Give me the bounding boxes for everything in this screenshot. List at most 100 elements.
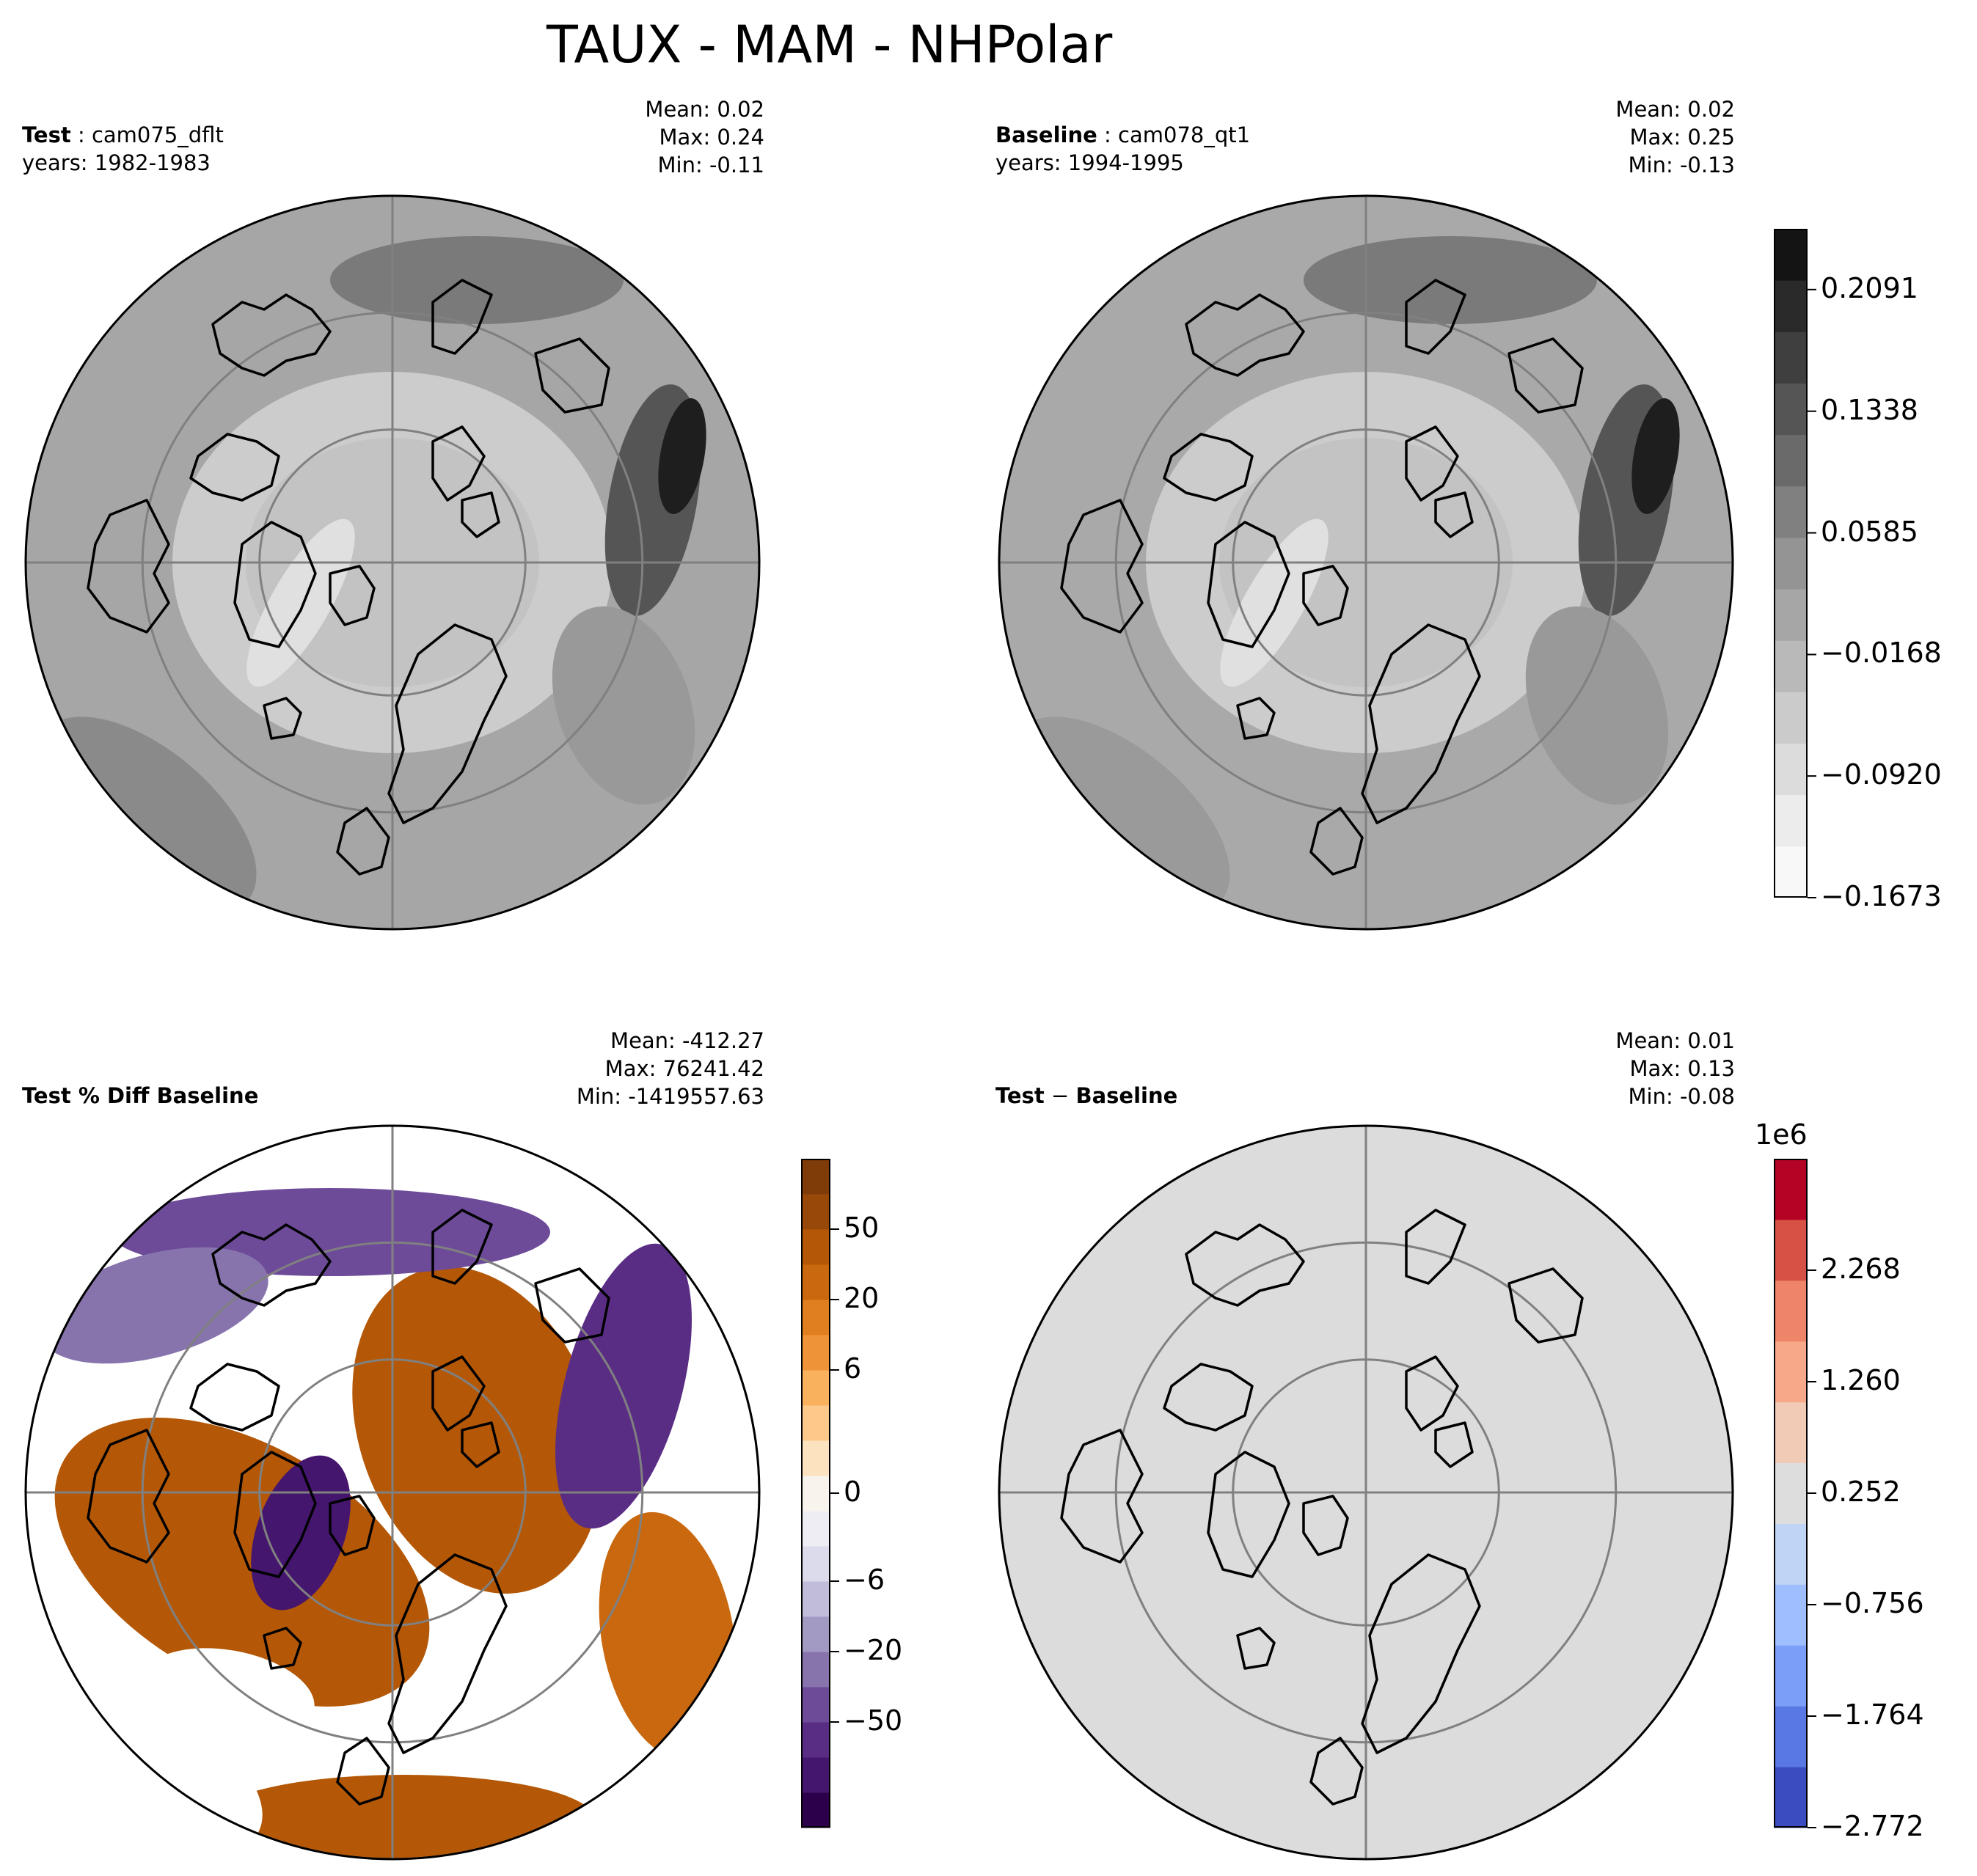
diff-colorbar-level <box>1774 1280 1808 1342</box>
baseline-years: years: 1994-1995 <box>995 150 1184 175</box>
diff-colorbar-level <box>1774 1645 1808 1707</box>
diff-colorbar-tick-label: −2.772 <box>1821 1810 1924 1842</box>
pctdiff-colorbar-level <box>801 1476 830 1512</box>
pctdiff-stats: Mean: -412.27 Max: 76241.42 Min: -141955… <box>577 1027 764 1110</box>
test-field <box>26 196 759 929</box>
test-contour-region <box>37 717 257 915</box>
diff-coastline <box>1405 1209 1466 1285</box>
shared-colorbar-tick-label: −0.0920 <box>1821 758 1942 791</box>
pctdiff-colorbar-level <box>801 1616 830 1652</box>
pctdiff-colorbar-tick-label: −20 <box>844 1634 903 1666</box>
diff-label-baseline: Baseline <box>1075 1083 1178 1108</box>
pctdiff-colorbar-level <box>801 1370 830 1406</box>
diff-coastline <box>1185 1223 1305 1307</box>
pctdiff-coastline <box>211 1223 332 1307</box>
shared-colorbar-level <box>1774 486 1808 538</box>
test-coastline <box>336 807 390 876</box>
baseline-coastline <box>1163 433 1254 502</box>
baseline-map-border <box>998 194 1734 931</box>
pctdiff-contour-region <box>140 1648 315 1740</box>
pctdiff-colorbar-tick-label: 50 <box>844 1212 880 1244</box>
pctdiff-colorbar-level <box>801 1194 830 1230</box>
diff-colorbar-level <box>1774 1159 1808 1220</box>
pctdiff-min: Min: -1419557.63 <box>576 1084 764 1109</box>
baseline-coastline <box>1185 293 1305 377</box>
pctdiff-contour-region <box>555 1243 693 1529</box>
diff-colorbar-level <box>1774 1401 1808 1464</box>
shared-colorbar-tick-label: 0.1338 <box>1821 393 1918 426</box>
baseline-min: Min: -0.13 <box>1628 153 1735 177</box>
pctdiff-colorbar-frame <box>801 1159 830 1828</box>
baseline-coastline <box>1060 499 1144 634</box>
diff-stats: Mean: 0.01 Max: 0.13 Min: -0.08 <box>1615 1027 1735 1110</box>
pctdiff-coastline <box>431 1355 486 1432</box>
test-coastline <box>263 697 302 740</box>
shared-colorbar-tick-label: −0.1673 <box>1821 880 1942 912</box>
shared-colorbar-tick-label: 0.2091 <box>1821 271 1918 304</box>
shared-colorbar-level <box>1774 743 1808 796</box>
pctdiff-colorbar-level <box>801 1652 830 1688</box>
test-panel-label: Test : cam075_dflt <box>22 121 224 149</box>
test-min: Min: -0.11 <box>657 153 764 177</box>
diff-coastline <box>1309 1737 1364 1806</box>
diff-colorbar-level <box>1774 1767 1808 1828</box>
shared-colorbar-level <box>1774 331 1808 384</box>
pctdiff-contour-region <box>352 1267 602 1594</box>
test-case-name: cam075_dflt <box>91 122 224 147</box>
pctdiff-coastline <box>233 1451 317 1578</box>
pctdiff-contour-region <box>251 1455 351 1611</box>
test-contour-region <box>552 606 695 805</box>
test-contour-region <box>330 236 624 324</box>
pctdiff-coastline <box>534 1267 610 1344</box>
baseline-mean: Mean: 0.02 <box>1615 97 1735 122</box>
test-coastline <box>387 623 508 824</box>
pctdiff-mean: Mean: -412.27 <box>610 1028 764 1053</box>
pctdiff-colorbar-level <box>801 1757 830 1793</box>
pctdiff-contour-region <box>213 1775 594 1859</box>
baseline-coastline <box>1236 697 1276 740</box>
test-coastline <box>189 433 280 502</box>
test-label-colon: : <box>70 122 92 147</box>
baseline-label-colon: : <box>1097 122 1119 147</box>
shared-colorbar <box>1774 229 1816 898</box>
test-coastline <box>211 293 332 377</box>
test-polar-map <box>24 194 761 931</box>
diff-coastline <box>1405 1355 1459 1432</box>
pctdiff-coastline <box>336 1737 390 1806</box>
diff-colorbar-level <box>1774 1341 1808 1403</box>
pctdiff-colorbar-tick-label: 0 <box>844 1476 862 1508</box>
test-coastline <box>87 499 170 634</box>
diff-max: Max: 0.13 <box>1629 1056 1735 1081</box>
test-coastline <box>431 425 486 502</box>
pctdiff-coastline <box>431 1209 493 1285</box>
pctdiff-colorbar-tick-label: 6 <box>844 1352 862 1385</box>
pctdiff-colorbar-tick-label: −50 <box>844 1704 903 1737</box>
diff-colorbar-level <box>1774 1462 1808 1524</box>
shared-colorbar-level <box>1774 434 1808 487</box>
diff-coastline <box>1434 1421 1474 1468</box>
diff-colorbar-level <box>1774 1219 1808 1281</box>
test-max: Max: 0.24 <box>659 125 764 150</box>
diff-colorbar-tick-label: −0.756 <box>1821 1587 1924 1619</box>
baseline-stats: Mean: 0.02 Max: 0.25 Min: -0.13 <box>1615 95 1735 179</box>
pctdiff-colorbar-level <box>801 1405 830 1441</box>
baseline-contour-region <box>1010 717 1230 915</box>
baseline-case-name: cam078_qt1 <box>1118 122 1251 147</box>
baseline-contour-region <box>1304 236 1597 324</box>
diff-label-op: − <box>1044 1083 1076 1108</box>
baseline-label-bold: Baseline <box>995 122 1097 147</box>
diff-label-test: Test <box>995 1083 1045 1108</box>
diff-colorbar-multiplier: 1e6 <box>1755 1118 1808 1151</box>
baseline-coastline <box>1434 491 1474 538</box>
test-contour-region <box>658 398 706 514</box>
shared-colorbar-tick-label: −0.0168 <box>1821 637 1942 670</box>
test-map-border <box>24 194 761 931</box>
pctdiff-colorbar-level <box>801 1264 830 1300</box>
pctdiff-colorbar-tick-label: −6 <box>844 1564 885 1596</box>
shared-colorbar-level <box>1774 794 1808 847</box>
baseline-field <box>999 196 1733 929</box>
shared-colorbar-level <box>1774 692 1808 744</box>
test-years: years: 1982-1983 <box>22 150 211 175</box>
diff-map-border <box>998 1124 1734 1861</box>
test-coastline <box>431 279 493 355</box>
